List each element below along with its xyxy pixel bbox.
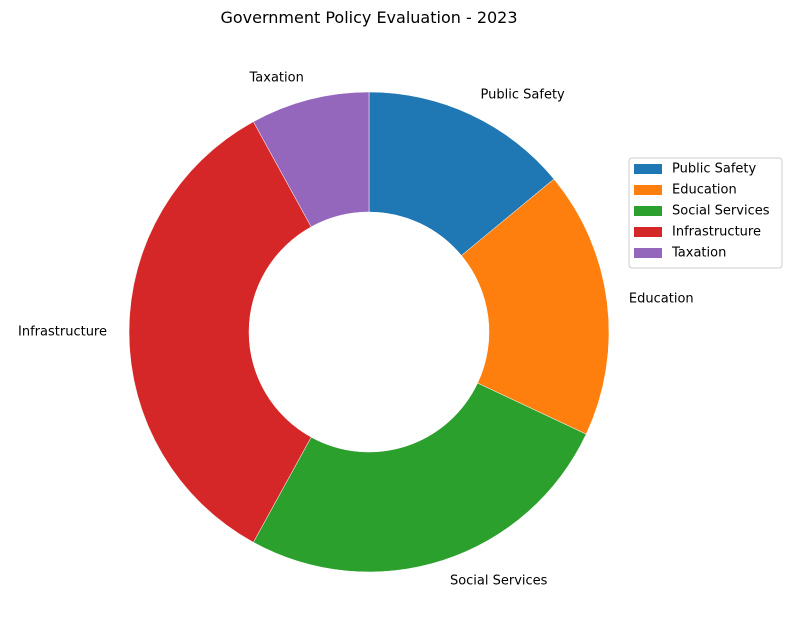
slice-label-education: Education: [629, 292, 694, 307]
legend-label-education: Education: [672, 183, 737, 198]
legend-label-taxation: Taxation: [671, 246, 726, 261]
legend-label-social-services: Social Services: [672, 204, 770, 219]
slice-label-public-safety: Public Safety: [481, 87, 565, 102]
slice-labels: Public Safety Education Social Services Inf…: [18, 71, 694, 589]
legend-label-infrastructure: Infrastructure: [672, 225, 761, 240]
slice-label-infrastructure: Infrastructure: [18, 325, 107, 340]
legend: Public Safety Education Social Services Inf…: [628, 157, 783, 269]
legend-swatch-infrastructure: [634, 227, 662, 237]
slice-taxation: [253, 91, 370, 228]
slice-social-services: [253, 382, 587, 573]
legend-frame: [628, 157, 783, 269]
legend-label-public-safety: Public Safety: [672, 162, 756, 177]
legend-swatch-taxation: [634, 248, 662, 258]
slice-label-taxation: Taxation: [249, 71, 304, 86]
chart-title: Government Policy Evaluation - 2023: [220, 8, 517, 27]
slice-public-safety: [368, 91, 555, 256]
donut-slices: [128, 91, 610, 573]
legend-swatch-social-services: [634, 206, 662, 216]
slice-infrastructure: [128, 121, 312, 543]
slice-education: [461, 178, 610, 435]
legend-swatch-education: [634, 185, 662, 195]
legend-swatch-public-safety: [634, 164, 662, 174]
slice-label-social-services: Social Services: [450, 574, 548, 589]
